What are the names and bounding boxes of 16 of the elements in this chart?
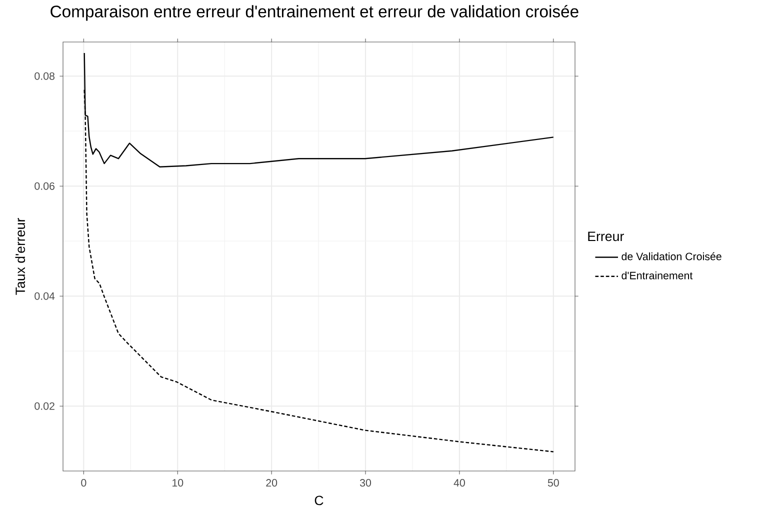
y-axis-title: Taux d'erreur — [15, 218, 26, 295]
legend-title: Erreur — [588, 232, 624, 242]
x-tick-label: 10 — [172, 479, 184, 487]
x-tick-label: 40 — [454, 479, 465, 487]
y-tick-label: 0.08 — [34, 72, 54, 80]
legend-label: de Validation Croisée — [622, 252, 722, 260]
y-tick-label: 0.04 — [34, 292, 55, 300]
x-tick-label: 30 — [360, 479, 372, 487]
chart-title: Comparaison entre erreur d'entrainement et erreur de validation croisée — [50, 4, 578, 21]
x-axis-title: C — [314, 496, 324, 506]
legend-label: d'Entrainement — [622, 271, 693, 280]
x-tick-label: 50 — [548, 479, 559, 487]
x-tick-label: 0 — [81, 479, 86, 487]
x-tick-label: 20 — [266, 479, 278, 487]
y-tick-label: 0.06 — [34, 182, 54, 190]
y-tick-label: 0.02 — [34, 402, 54, 410]
